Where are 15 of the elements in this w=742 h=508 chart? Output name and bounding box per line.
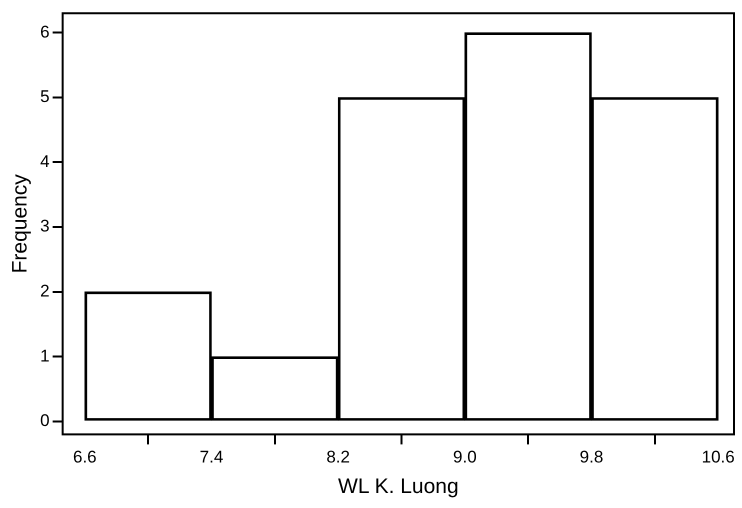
x-tick-label: 9.0 (453, 447, 477, 466)
y-tick-label: 6 (40, 22, 50, 42)
x-tick-label: 8.2 (326, 447, 350, 466)
y-tick-label: 0 (40, 411, 50, 430)
x-tick-label: 9.8 (580, 447, 604, 466)
y-tick-label: 3 (40, 216, 50, 236)
y-tick-label: 4 (40, 152, 50, 171)
x-tick-label: 10.6 (702, 447, 735, 466)
x-tick-label: 7.4 (200, 447, 224, 466)
y-tick-label: 2 (40, 282, 50, 301)
y-axis-title: Frequency (8, 174, 32, 274)
x-axis-title: WL K. Luong (338, 475, 459, 498)
x-tick-label: 6.6 (73, 447, 97, 466)
y-tick-label: 1 (40, 346, 50, 366)
y-tick-label: 5 (40, 87, 50, 106)
